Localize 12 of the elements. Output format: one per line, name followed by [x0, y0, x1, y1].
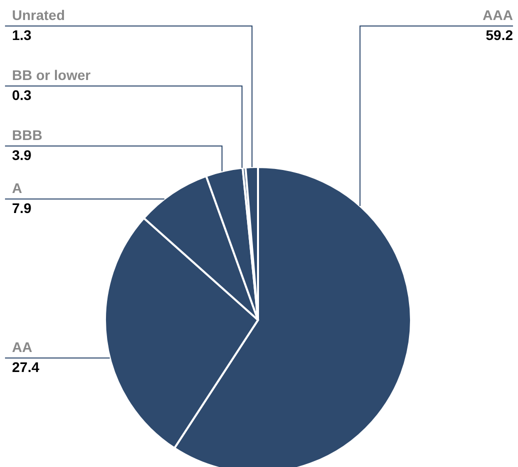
- slice-label: A: [12, 180, 22, 196]
- data-label: 0.3: [12, 87, 32, 103]
- data-label: 1.3: [12, 27, 32, 43]
- data-label: 3.9: [12, 147, 32, 163]
- slice-label: AAA: [482, 7, 513, 23]
- slice-label: BBB: [12, 127, 42, 143]
- data-label: 59.2: [486, 27, 514, 43]
- slice-label: Unrated: [12, 7, 65, 23]
- slice-label: BB or lower: [12, 67, 92, 83]
- slice-label: AA: [12, 339, 32, 355]
- data-label: 7.9: [12, 200, 32, 216]
- data-label: 27.4: [12, 359, 40, 375]
